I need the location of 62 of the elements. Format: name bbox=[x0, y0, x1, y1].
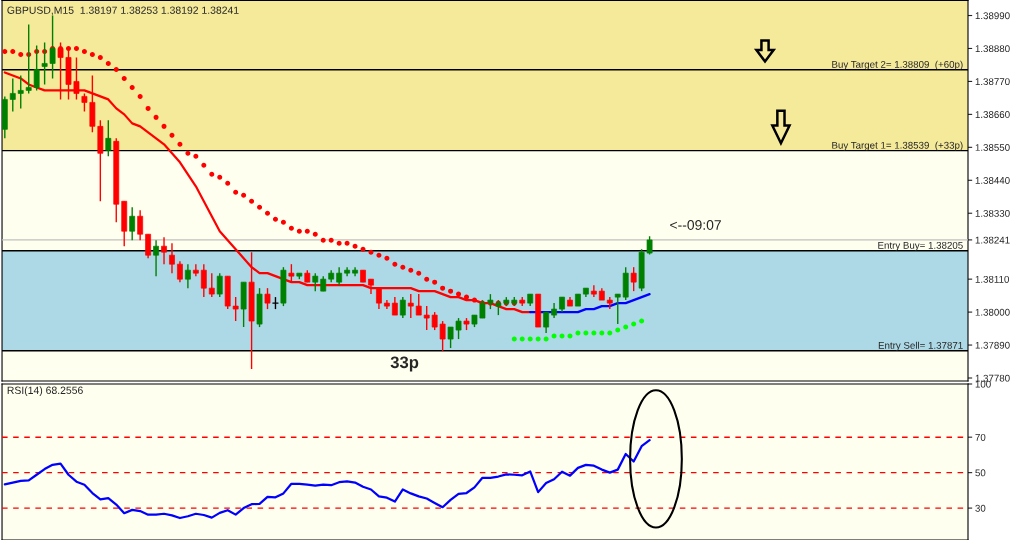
y-tick-label: 1.38550 bbox=[975, 144, 1010, 151]
ref-line-label: Buy Target 1= 1.38539 (+33p) bbox=[832, 141, 963, 151]
point bbox=[615, 327, 621, 333]
candlestick bbox=[415, 293, 422, 316]
chart-title: RSI(14) 68.2556 bbox=[7, 386, 83, 397]
point bbox=[527, 336, 533, 342]
y-tick-label: 1.37780 bbox=[975, 374, 1010, 382]
candlestick bbox=[216, 272, 223, 298]
candlestick bbox=[161, 236, 167, 265]
point bbox=[511, 336, 517, 342]
candlestick bbox=[399, 296, 406, 319]
line-series bbox=[3, 439, 651, 520]
y-tick-label: 1.38770 bbox=[975, 78, 1010, 86]
y-tick-label: 1.38660 bbox=[975, 111, 1010, 118]
point bbox=[607, 330, 613, 336]
candlestick bbox=[129, 206, 136, 241]
point bbox=[591, 330, 597, 336]
ref-line-label: Entry Sell= 1.37871 bbox=[878, 341, 963, 351]
chart-title: GBPUSD,M15 1.38197 1.38253 1.38192 1.38241 bbox=[7, 6, 239, 16]
candlestick bbox=[630, 266, 637, 292]
point bbox=[599, 330, 605, 336]
candlestick bbox=[622, 266, 629, 301]
ref-line-label: Buy Target 2= 1.38809 (+60p) bbox=[832, 60, 963, 70]
text: <--09:07 bbox=[670, 220, 721, 230]
y-tick-label: 1.38440 bbox=[975, 177, 1010, 184]
candlestick bbox=[264, 287, 271, 310]
y-tick-label: 50 bbox=[975, 469, 986, 477]
point bbox=[623, 324, 629, 330]
point bbox=[631, 321, 637, 327]
candlestick bbox=[208, 272, 215, 298]
y-tick-label: 1.38110 bbox=[975, 275, 1009, 283]
candlestick bbox=[200, 263, 207, 298]
candlestick bbox=[169, 242, 175, 274]
y-tick-label: 1.38990 bbox=[975, 12, 1010, 20]
point bbox=[519, 336, 525, 342]
ref-line-label: Entry Buy= 1.38205 bbox=[878, 241, 963, 251]
y-tick-label: 70 bbox=[975, 433, 986, 441]
candlestick bbox=[614, 293, 621, 325]
candlestick bbox=[376, 287, 382, 310]
candlestick bbox=[192, 263, 199, 277]
candlestick bbox=[105, 119, 112, 158]
y-tick-label: 1.38880 bbox=[975, 45, 1010, 53]
candlestick bbox=[407, 293, 414, 319]
point bbox=[543, 336, 549, 342]
annotation: 33p bbox=[390, 356, 419, 372]
y-tick-label: 100 bbox=[975, 380, 991, 388]
y-tick-label: 1.38241 bbox=[975, 236, 1010, 244]
candlestick bbox=[153, 239, 159, 277]
y-tick-label: 1.38000 bbox=[975, 308, 1010, 316]
candlestick bbox=[177, 260, 183, 283]
y-tick-label: 1.38330 bbox=[975, 209, 1010, 217]
candlestick bbox=[17, 74, 24, 110]
candlestick bbox=[543, 311, 550, 334]
point bbox=[583, 330, 589, 336]
point bbox=[535, 336, 541, 342]
point bbox=[639, 318, 645, 324]
y-tick-label: 1.37890 bbox=[975, 341, 1010, 349]
candlestick bbox=[9, 77, 16, 113]
candlestick bbox=[145, 233, 151, 259]
candlestick bbox=[185, 263, 191, 289]
y-tick-label: 30 bbox=[975, 504, 986, 512]
candlestick bbox=[137, 209, 144, 241]
